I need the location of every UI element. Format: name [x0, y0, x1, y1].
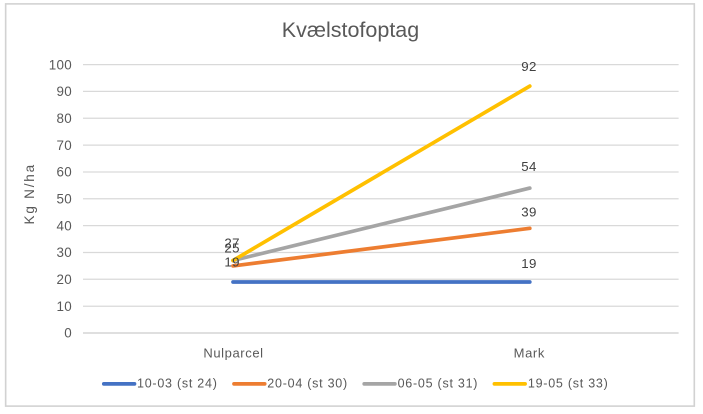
svg-text:19: 19: [521, 256, 537, 271]
svg-text:90: 90: [57, 84, 73, 99]
svg-text:80: 80: [57, 111, 73, 126]
svg-text:Nulparcel: Nulparcel: [203, 345, 263, 360]
svg-text:20-04 (st 30): 20-04 (st 30): [267, 377, 348, 391]
svg-text:50: 50: [57, 192, 73, 207]
svg-text:06-05 (st 31): 06-05 (st 31): [398, 377, 479, 391]
svg-text:Kvælstofoptag: Kvælstofoptag: [282, 18, 419, 42]
svg-text:60: 60: [57, 165, 73, 180]
svg-text:0: 0: [64, 326, 72, 341]
svg-text:10-03 (st 24): 10-03 (st 24): [137, 377, 218, 391]
svg-text:40: 40: [57, 218, 73, 233]
svg-text:19: 19: [224, 255, 240, 270]
svg-text:92: 92: [521, 59, 537, 74]
svg-text:30: 30: [57, 245, 73, 260]
svg-text:27: 27: [224, 235, 240, 250]
svg-text:54: 54: [521, 159, 537, 174]
svg-text:39: 39: [521, 205, 537, 220]
svg-text:10: 10: [57, 299, 73, 314]
svg-text:19-05 (st 33): 19-05 (st 33): [528, 377, 609, 391]
svg-text:70: 70: [57, 138, 73, 153]
svg-text:25: 25: [224, 240, 240, 255]
svg-text:Mark: Mark: [514, 345, 545, 360]
svg-text:20: 20: [57, 272, 73, 287]
svg-text:100: 100: [49, 57, 72, 72]
svg-text:Kg N/ha: Kg N/ha: [22, 163, 37, 224]
